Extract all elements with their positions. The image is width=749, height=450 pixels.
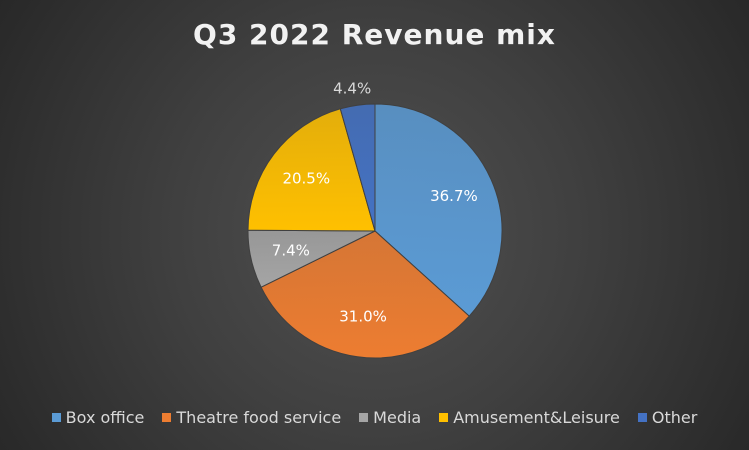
data-label: 31.0% [339,308,387,326]
legend-swatch [51,413,61,422]
legend-item: Box office [51,408,145,427]
pie-slice-box-office [374,103,503,317]
legend-label: Amusement&Leisure [453,408,620,427]
legend-swatch [162,413,172,422]
legend-label: Box office [65,408,145,427]
data-label: 7.4% [272,241,310,259]
legend-item: Media [359,408,421,427]
legend-label: Theatre food service [176,408,342,427]
legend-swatch [637,413,647,422]
data-label: 20.5% [282,170,330,188]
legend-item: Theatre food service [162,408,341,427]
legend-item: Amusement&Leisure [439,408,620,427]
legend-swatch [359,413,369,422]
chart-title: Q3 2022 Revenue mix [193,18,556,51]
legend-label: Other [651,408,698,427]
data-label: 36.7% [430,187,478,205]
pie-slice-amusement-leisure [247,108,376,232]
pie-slice-theatre-food-service [260,230,470,359]
legend-item: Other [637,408,698,427]
pie-slice-other [339,103,376,232]
legend-label: Media [373,408,422,427]
legend: Box office Theatre food service Media Amuse… [0,408,749,427]
data-label: 4.4% [333,79,371,97]
legend-swatch [439,413,449,422]
